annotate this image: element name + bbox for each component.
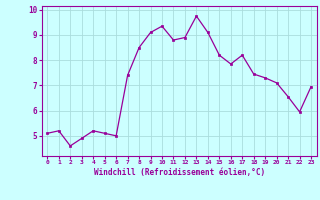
X-axis label: Windchill (Refroidissement éolien,°C): Windchill (Refroidissement éolien,°C) [94, 168, 265, 177]
